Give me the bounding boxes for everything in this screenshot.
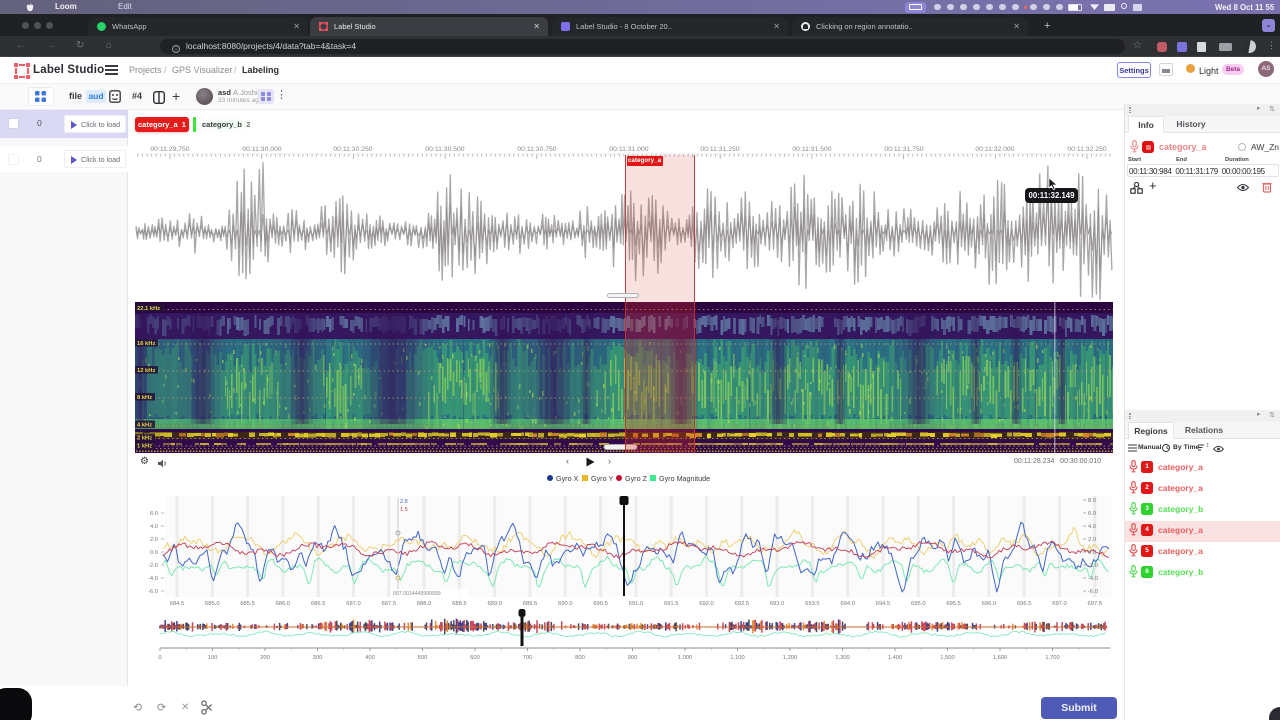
svg-text:-4.0: -4.0 (148, 576, 158, 582)
svg-text:8.0: 8.0 (1088, 498, 1096, 504)
svg-text:1,300: 1,300 (835, 655, 850, 661)
svg-text:696.0: 696.0 (982, 601, 997, 607)
svg-text:689.0: 689.0 (487, 601, 502, 607)
svg-text:697.0: 697.0 (1052, 601, 1067, 607)
svg-text:1,700: 1,700 (1045, 655, 1060, 661)
svg-text:1,100: 1,100 (730, 655, 745, 661)
svg-text:687.0: 687.0 (346, 601, 361, 607)
svg-text:691.5: 691.5 (664, 601, 679, 607)
svg-text:685.5: 685.5 (240, 601, 255, 607)
svg-text:695.5: 695.5 (946, 601, 961, 607)
svg-text:00:11:31.000: 00:11:31.000 (609, 146, 648, 153)
svg-text:690.0: 690.0 (558, 601, 573, 607)
svg-text:686.0: 686.0 (276, 601, 291, 607)
svg-text:691.0: 691.0 (629, 601, 644, 607)
svg-text:0.0: 0.0 (150, 550, 158, 556)
svg-text:-2.0: -2.0 (148, 563, 158, 569)
svg-text:00:11:29.750: 00:11:29.750 (150, 146, 189, 153)
svg-text:4 kHz: 4 kHz (137, 423, 152, 429)
svg-text:00:11:31.250: 00:11:31.250 (700, 146, 739, 153)
svg-text:2.0: 2.0 (1088, 537, 1096, 543)
svg-text:900: 900 (628, 655, 638, 661)
svg-text:8 kHz: 8 kHz (137, 395, 152, 401)
svg-text:1,600: 1,600 (993, 655, 1008, 661)
svg-text:00:11:31.500: 00:11:31.500 (792, 146, 831, 153)
svg-text:00:11:30.500: 00:11:30.500 (425, 146, 464, 153)
svg-text:693.0: 693.0 (770, 601, 785, 607)
svg-text:600: 600 (470, 655, 480, 661)
svg-text:694.0: 694.0 (840, 601, 855, 607)
svg-text:697.5: 697.5 (1088, 601, 1103, 607)
svg-text:00:11:32.250: 00:11:32.250 (1067, 146, 1106, 153)
svg-text:200: 200 (260, 655, 270, 661)
svg-text:800: 800 (575, 655, 585, 661)
svg-text:692.0: 692.0 (699, 601, 714, 607)
svg-text:16 kHz: 16 kHz (137, 341, 155, 347)
svg-text:685.0: 685.0 (205, 601, 220, 607)
svg-text:12 kHz: 12 kHz (137, 368, 155, 374)
svg-text:100: 100 (208, 655, 218, 661)
svg-text:694.5: 694.5 (876, 601, 891, 607)
svg-text:00:11:31.750: 00:11:31.750 (884, 146, 923, 153)
svg-text:-4.0: -4.0 (1088, 576, 1098, 582)
svg-text:688.0: 688.0 (417, 601, 432, 607)
svg-text:4.0: 4.0 (150, 524, 158, 530)
svg-text:300: 300 (313, 655, 323, 661)
svg-text:687.0014449999999: 687.0014449999999 (393, 591, 441, 597)
svg-text:400: 400 (365, 655, 375, 661)
svg-text:00:11:32.000: 00:11:32.000 (975, 146, 1014, 153)
svg-text:00:11:30.750: 00:11:30.750 (517, 146, 556, 153)
svg-text:689.5: 689.5 (523, 601, 538, 607)
svg-text:-6.0: -6.0 (148, 589, 158, 595)
svg-text:696.5: 696.5 (1017, 601, 1032, 607)
svg-text:684.5: 684.5 (170, 601, 185, 607)
svg-text:2.8: 2.8 (400, 499, 408, 505)
svg-text:4.0: 4.0 (1088, 524, 1096, 530)
svg-text:0: 0 (158, 655, 161, 661)
svg-text:1 kHz: 1 kHz (137, 444, 152, 450)
svg-text:690.5: 690.5 (593, 601, 608, 607)
svg-text:00:11:30.250: 00:11:30.250 (333, 146, 372, 153)
svg-text:6.0: 6.0 (1088, 511, 1096, 517)
svg-text:687.5: 687.5 (382, 601, 397, 607)
svg-text:1,400: 1,400 (888, 655, 903, 661)
svg-text:1,200: 1,200 (783, 655, 798, 661)
svg-text:-2.0: -2.0 (1088, 563, 1098, 569)
svg-text:1.5: 1.5 (400, 507, 408, 513)
svg-text:700: 700 (523, 655, 533, 661)
svg-text:00:11:30.000: 00:11:30.000 (242, 146, 281, 153)
svg-text:693.5: 693.5 (805, 601, 820, 607)
svg-text:22.1 kHz: 22.1 kHz (137, 306, 160, 312)
svg-text:692.5: 692.5 (735, 601, 750, 607)
svg-text:1,000: 1,000 (678, 655, 693, 661)
svg-text:1,500: 1,500 (940, 655, 955, 661)
svg-text:6.0: 6.0 (150, 511, 158, 517)
svg-text:0.0: 0.0 (1088, 550, 1096, 556)
svg-text:688.5: 688.5 (452, 601, 467, 607)
svg-text:2.0: 2.0 (150, 537, 158, 543)
svg-text:686.5: 686.5 (311, 601, 326, 607)
svg-text:695.0: 695.0 (911, 601, 926, 607)
svg-text:-6.0: -6.0 (1088, 589, 1098, 595)
svg-text:500: 500 (418, 655, 428, 661)
svg-text:2 kHz: 2 kHz (137, 436, 152, 442)
